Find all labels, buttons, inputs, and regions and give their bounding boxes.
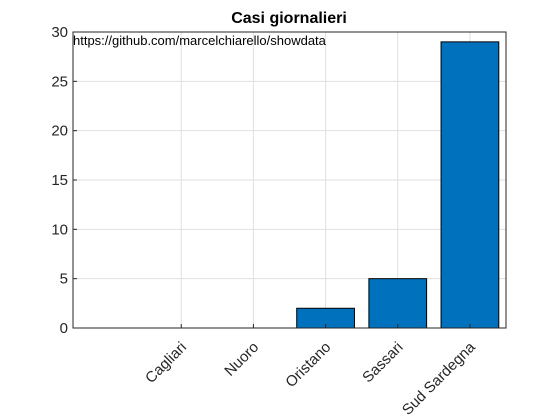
x-tick-label: Cagliari [142,339,190,387]
x-tick-label: Nuoro [221,339,262,380]
source-annotation: https://github.com/marcelchiarello/showd… [73,33,327,48]
y-axis: 0 5 10 15 20 25 30 [51,24,77,337]
y-tick-label: 30 [51,24,68,41]
y-tick-label: 25 [51,73,68,90]
x-tick-label: Oristano [282,339,334,391]
y-tick-label: 10 [51,221,68,238]
y-tick-label: 15 [51,172,68,189]
y-tick-label: 20 [51,123,68,140]
y-tick-label: 5 [60,271,68,288]
bars [296,41,500,329]
bar [368,278,428,329]
x-tick-label: Sassari [359,339,406,386]
x-tick-label: Sud Sardegna [399,338,479,418]
y-tick-label: 0 [60,320,68,337]
bar [440,41,500,329]
chart-title: Casi giornalieri [231,10,347,27]
